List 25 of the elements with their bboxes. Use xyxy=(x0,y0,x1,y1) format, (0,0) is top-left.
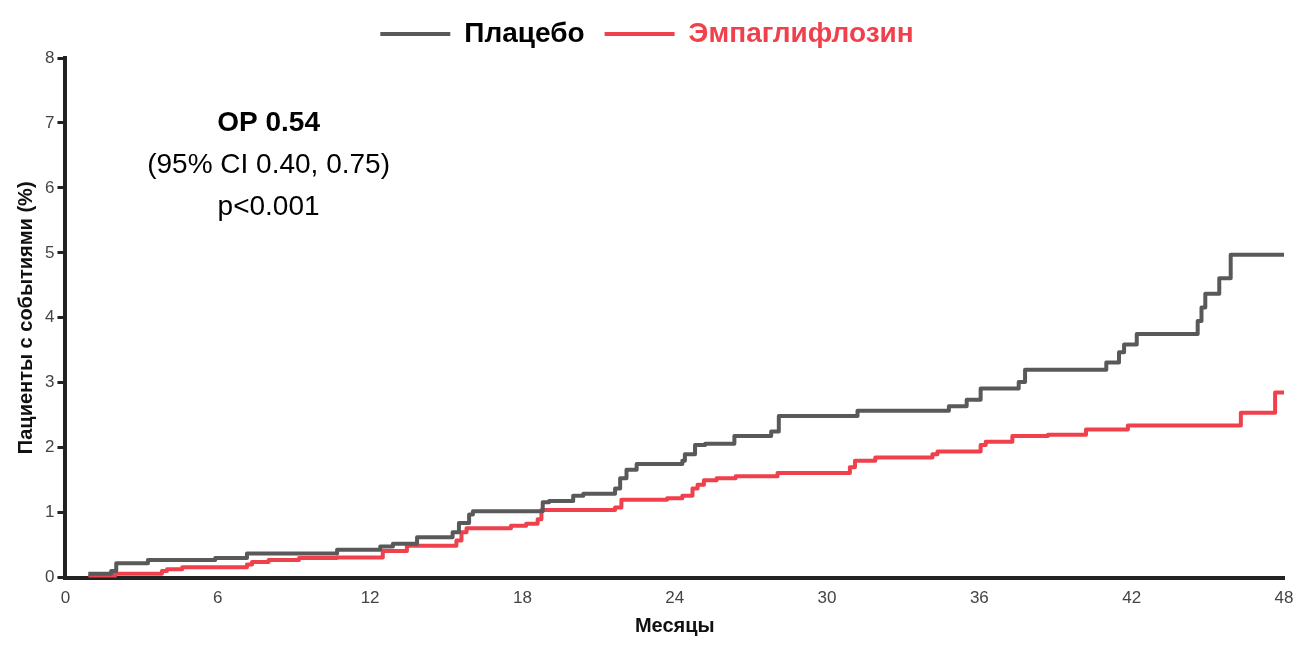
x-tick-label: 48 xyxy=(1274,588,1294,608)
annotation: (95% CI 0.40, 0.75) xyxy=(147,147,390,179)
y-tick-label: 6 xyxy=(44,177,55,197)
x-tick-label: 18 xyxy=(512,588,532,608)
x-tick-label: 24 xyxy=(665,588,685,608)
y-tick-label: 3 xyxy=(44,372,55,392)
y-tick-label: 4 xyxy=(44,307,55,327)
y-tick-label: 8 xyxy=(44,47,55,67)
y-tick-label: 1 xyxy=(44,502,55,522)
x-tick-label: 0 xyxy=(60,588,71,608)
x-axis-title: Месяцы xyxy=(634,613,715,636)
y-tick-label: 2 xyxy=(44,437,55,457)
y-tick-label: 7 xyxy=(44,112,55,132)
x-tick-label: 12 xyxy=(360,588,380,608)
annotation: p<0.001 xyxy=(217,189,320,221)
x-tick-label: 6 xyxy=(213,588,223,608)
legend-label: Эмпаглифлозин xyxy=(688,16,914,48)
annotation: ОР 0.54 xyxy=(217,105,321,137)
y-tick-label: 0 xyxy=(44,567,55,587)
y-tick-label: 5 xyxy=(44,242,55,262)
legend-label: Плацебо xyxy=(464,16,585,48)
x-tick-label: 42 xyxy=(1122,588,1142,608)
x-tick-label: 30 xyxy=(817,588,837,608)
y-axis-title: Пациенты с событиями (%) xyxy=(13,181,36,455)
x-tick-label: 36 xyxy=(969,588,989,608)
